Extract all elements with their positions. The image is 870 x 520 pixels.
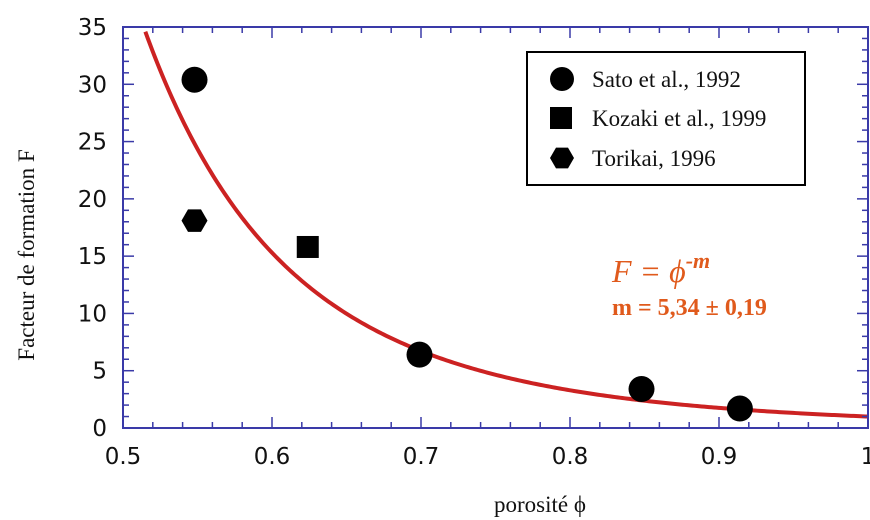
y-axis-title: Facteur de formation F <box>14 149 39 360</box>
legend-label-sato: Sato et al., 1992 <box>592 67 741 92</box>
legend-box <box>526 51 806 186</box>
point-circle <box>726 395 753 422</box>
x-tick-label: 0.7 <box>403 444 440 470</box>
y-tick-label: 5 <box>92 359 107 385</box>
point-circle <box>406 341 433 368</box>
x-tick-label: 1 <box>861 444 870 470</box>
point-circle <box>628 376 655 403</box>
legend: Sato et al., 1992 Kozaki et al., 1999 To… <box>526 51 806 186</box>
point-circle <box>181 66 208 93</box>
x-tick-label: 0.5 <box>105 444 142 470</box>
y-tick-label: 15 <box>78 244 107 270</box>
data-points <box>181 66 753 422</box>
x-tick-label: 0.6 <box>254 444 291 470</box>
point-hexagon <box>181 209 208 232</box>
y-tick-label: 20 <box>78 187 107 213</box>
fit-equation: F = ϕ-m <box>611 248 710 289</box>
y-tick-label: 35 <box>78 15 107 41</box>
plot-frame <box>122 26 869 429</box>
x-tick-labels: 0.5 0.6 0.7 0.8 0.9 1 <box>105 444 870 470</box>
y-tick-labels: 0 5 10 15 20 25 30 35 <box>78 15 107 442</box>
y-tick-label: 10 <box>78 301 107 327</box>
fit-equation-base: F = ϕ <box>611 253 686 289</box>
x-tick-label: 0.9 <box>701 444 738 470</box>
legend-label-kozaki: Kozaki et al., 1999 <box>592 106 766 131</box>
x-tick-label: 0.8 <box>552 444 589 470</box>
fit-equation-exponent: -m <box>686 248 710 273</box>
x-axis-title: porosité ϕ <box>494 492 586 517</box>
y-tick-label: 30 <box>78 72 107 98</box>
legend-label-torikai: Torikai, 1996 <box>592 146 716 171</box>
legend-marker-torikai <box>550 147 574 169</box>
legend-marker-sato <box>550 67 574 91</box>
y-tick-label: 25 <box>78 130 107 156</box>
point-square <box>296 235 319 258</box>
legend-marker-kozaki <box>550 107 572 129</box>
fit-parameter: m = 5,34 ± 0,19 <box>612 295 767 321</box>
y-tick-label: 0 <box>92 416 107 442</box>
